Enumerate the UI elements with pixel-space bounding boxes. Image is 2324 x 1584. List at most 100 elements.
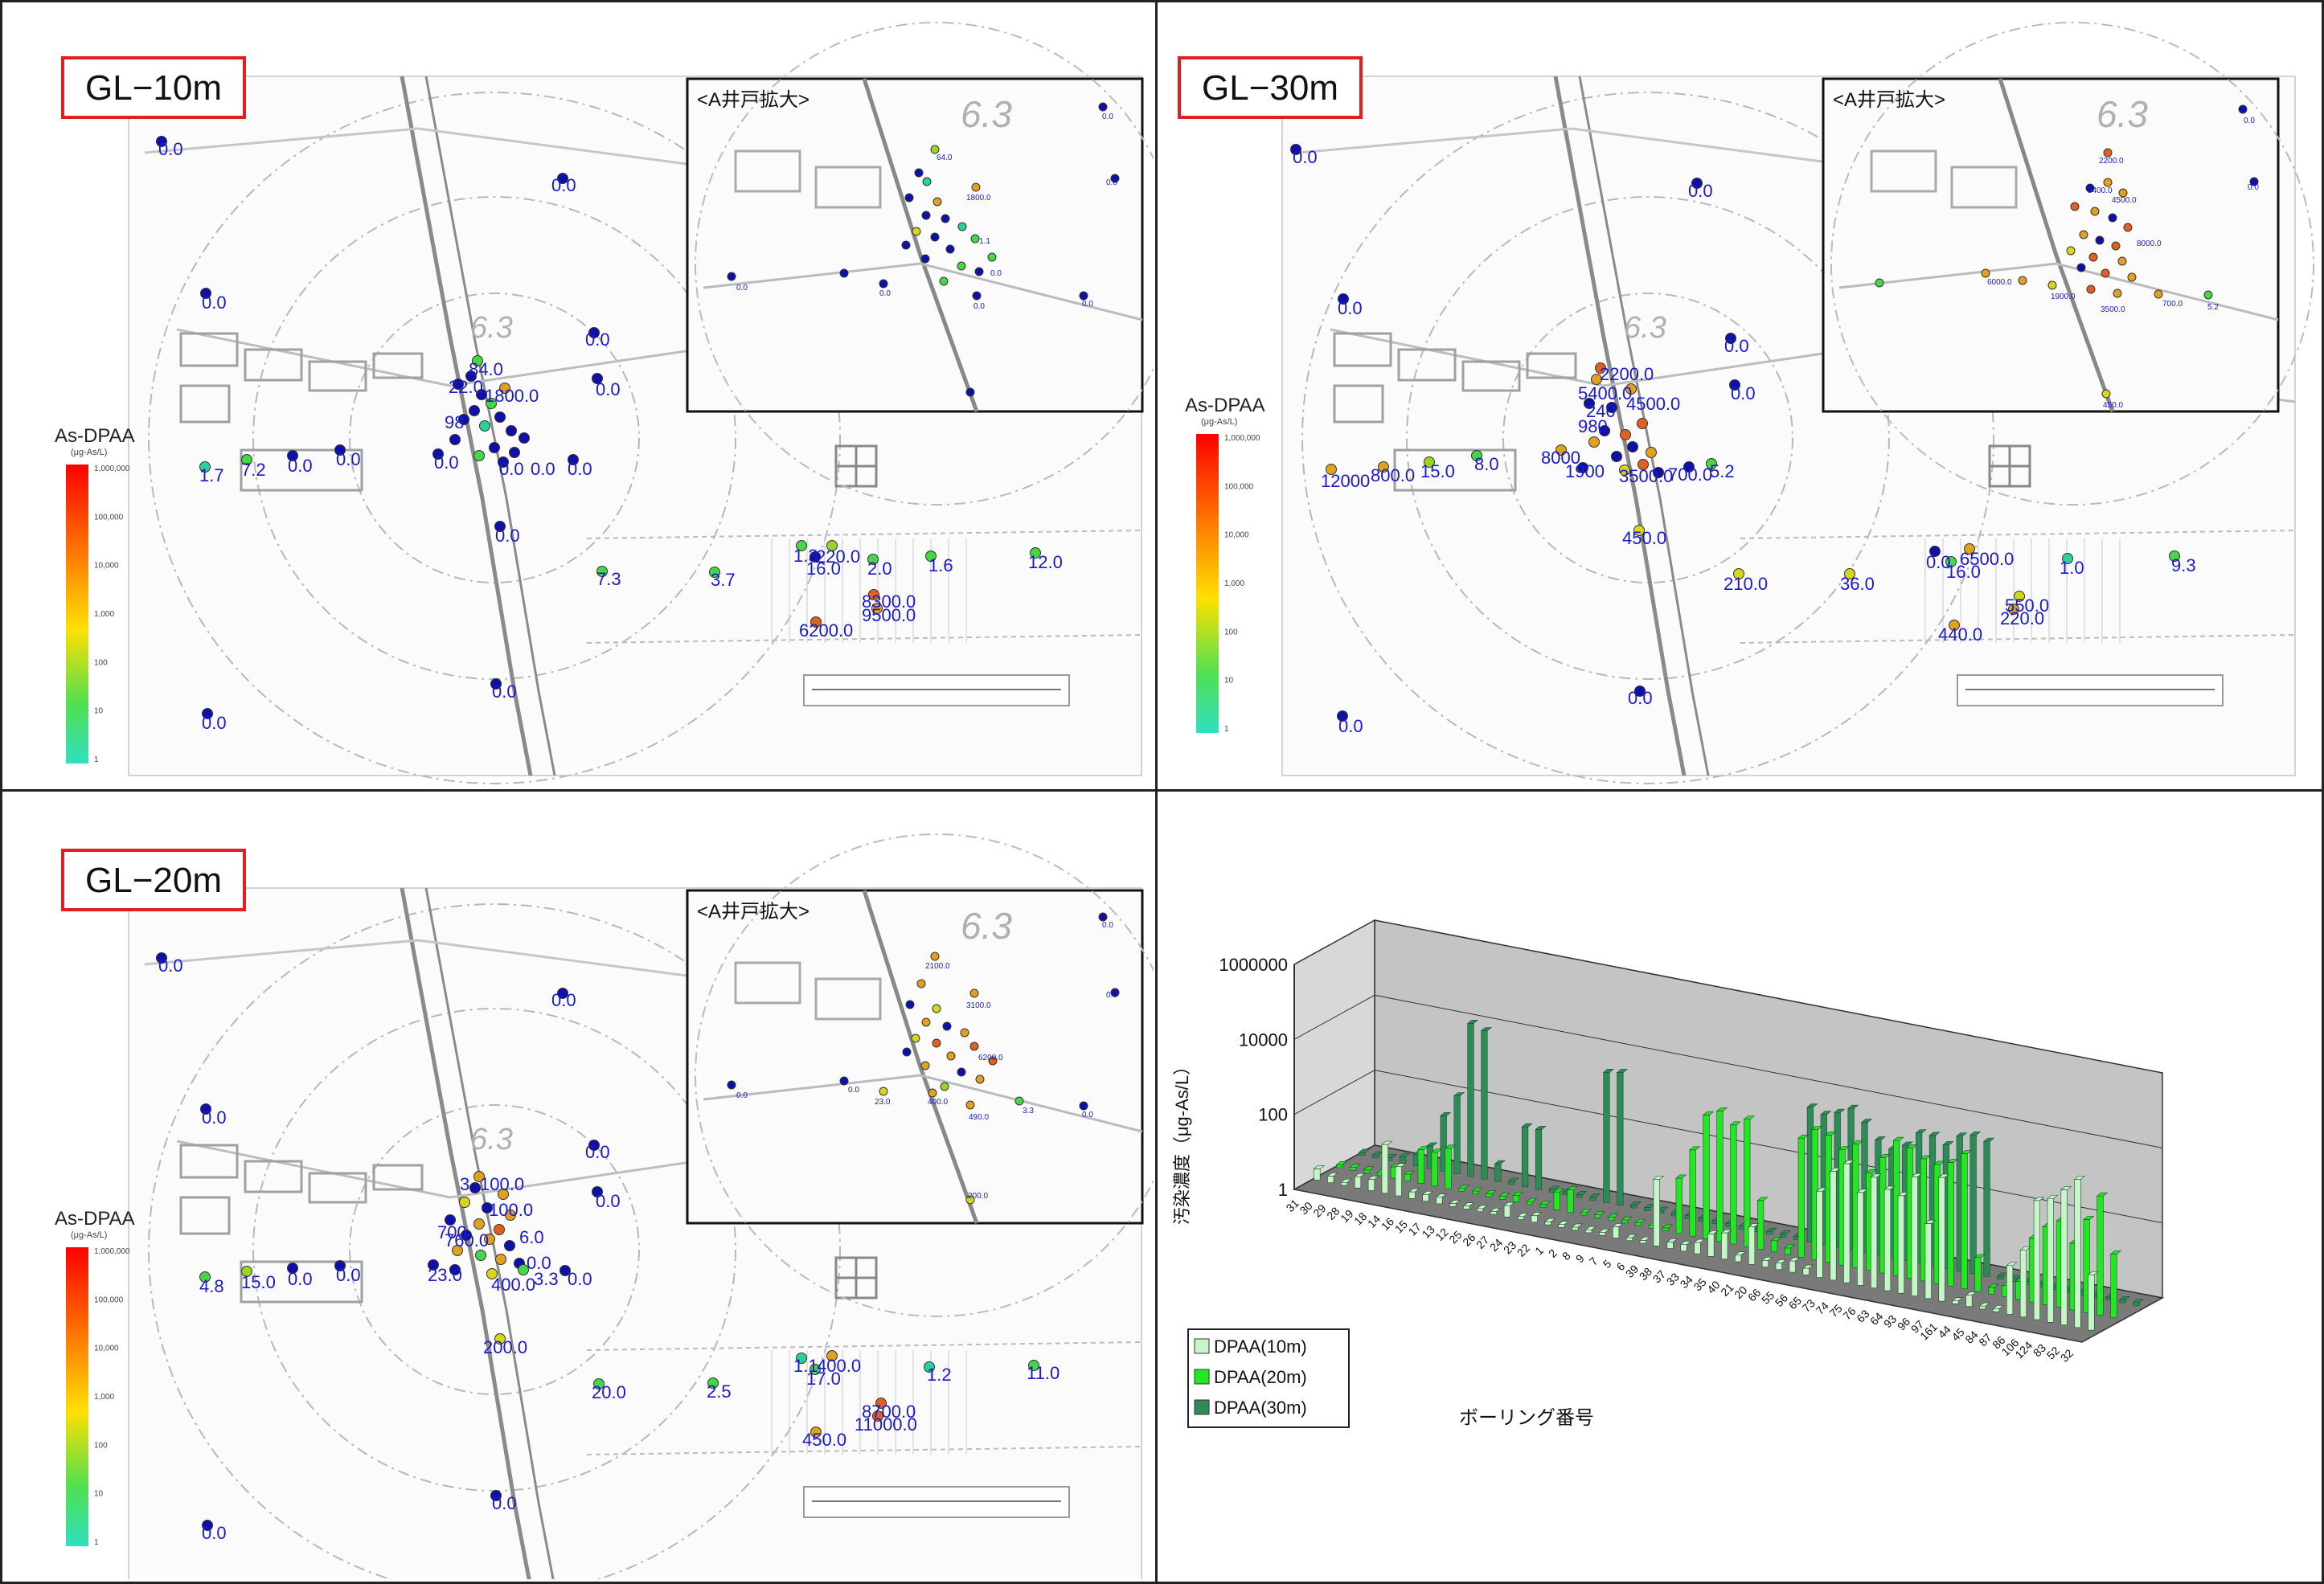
well-point — [1577, 462, 1588, 473]
chart-bar — [1666, 1242, 1674, 1249]
inset-value-label: 0.0 — [2244, 117, 2255, 125]
chart-bar — [1585, 1229, 1592, 1234]
chart-bar — [1983, 1140, 1990, 1277]
chart-bar — [2088, 1274, 2095, 1331]
value-label: 0.0 — [499, 459, 524, 479]
value-label: 210.0 — [1724, 574, 1768, 594]
chart-bar-top — [1566, 1186, 1579, 1190]
chart-bar — [1761, 1259, 1769, 1267]
inset-value-label: 0.0 — [2248, 183, 2259, 192]
chart-bar-top — [1715, 1107, 1728, 1111]
inset-well-point — [946, 1051, 956, 1061]
chart-legend-label: DPAA(10m) — [1214, 1336, 1307, 1357]
value-label: 0.0 — [1293, 147, 1318, 167]
legend-tick: 10,000 — [94, 1345, 119, 1353]
inset-value-label: 0.0 — [973, 302, 985, 311]
inset-value-label: 450.0 — [2103, 401, 2123, 410]
chart-bar-top — [2118, 1296, 2131, 1300]
chart-bar — [1961, 1153, 1968, 1289]
inset-value-label: 4500.0 — [2112, 196, 2137, 205]
chart-bar — [1399, 1156, 1407, 1164]
chart-bar-top — [1521, 1123, 1533, 1128]
value-label: 15.0 — [241, 1272, 276, 1292]
well-point — [509, 447, 520, 458]
chart-bar — [2006, 1265, 2014, 1315]
chart-bar-top — [1593, 1211, 1606, 1215]
chart-bar-top — [1526, 1197, 1538, 1202]
value-label: 36.0 — [1840, 574, 1875, 594]
chart-bar-top — [1476, 1205, 1488, 1209]
value-label: 0.0 — [1724, 336, 1749, 356]
inset-value-label: 490.0 — [969, 1113, 989, 1122]
well-points — [156, 952, 1039, 1531]
inset-value-label: 0.0 — [736, 1091, 748, 1100]
chart-gridline — [1293, 994, 2163, 1148]
value-label: 0.0 — [158, 956, 183, 976]
well-point — [482, 1202, 493, 1214]
chart-bar — [1521, 1126, 1529, 1188]
chart-bar-top — [1820, 1111, 1832, 1115]
inset-well-point — [2086, 284, 2096, 294]
chart-x-tick: 7 — [1587, 1255, 1601, 1268]
inset-side-road — [703, 262, 1143, 321]
inset-value-label: 64.0 — [937, 153, 953, 162]
chart-bar-top — [1870, 1173, 1882, 1178]
well-point — [287, 450, 298, 461]
legend-colorbar — [1196, 434, 1219, 733]
chart-legend-swatch — [1194, 1399, 1210, 1415]
chart-bar-top — [1982, 1137, 1995, 1142]
chart-bar-top — [1974, 1254, 1986, 1259]
value-label: 0.0 — [1926, 552, 1951, 572]
chart-bar-top — [1879, 1154, 1891, 1158]
inset-well-point — [1079, 291, 1088, 301]
inset-well-point — [2113, 289, 2122, 298]
range-circle — [1301, 92, 1994, 784]
inset-value-label: 3100.0 — [966, 1001, 991, 1010]
value-label: 0.0 — [495, 526, 520, 546]
well-point — [596, 566, 608, 577]
value-label: 0.0 — [527, 1253, 551, 1273]
chart-bar — [1417, 1149, 1424, 1184]
chart-bar-top — [1440, 1112, 1452, 1116]
well-point — [826, 1350, 838, 1361]
inset-well-point — [971, 182, 981, 192]
chart-bar — [1816, 1190, 1823, 1278]
value-label: 0.0 — [1688, 181, 1713, 201]
chart-bar-top — [1797, 1134, 1810, 1139]
well-point — [925, 551, 937, 562]
chart-bar — [1721, 1232, 1728, 1259]
inset-well-point — [2123, 223, 2133, 232]
chart-bar-top — [1449, 1200, 1461, 1204]
value-label: 4500.0 — [1626, 394, 1680, 414]
inset-well-point — [965, 387, 975, 397]
chart-side-wall — [1293, 919, 1375, 1191]
chart-bar-top — [1354, 1173, 1366, 1177]
chart-bar-top — [1358, 1148, 1370, 1153]
chart-x-tick: 22 — [1514, 1241, 1532, 1259]
chart-bar-top — [1588, 1193, 1601, 1197]
inset-well-point — [942, 1021, 952, 1031]
well-point — [1595, 362, 1606, 374]
chart-bar — [1703, 1115, 1710, 1239]
legend-unit: (μg-As/L) — [1201, 417, 1237, 427]
inset-side-road — [1838, 262, 2279, 321]
value-label: 0.0 — [585, 1142, 610, 1162]
well-point — [1326, 464, 1337, 475]
well-point — [1949, 620, 1960, 631]
chart-bar — [1367, 1179, 1375, 1191]
chart-bar — [1748, 1226, 1756, 1265]
chart-bar-top — [1779, 1230, 1791, 1234]
chart-y-tick: 1000000 — [1219, 955, 1288, 975]
chart-bar — [1979, 1305, 1986, 1310]
inset-well-point — [928, 1088, 937, 1098]
value-label: 0.0 — [568, 1269, 592, 1289]
chart-bar — [1608, 1217, 1615, 1221]
inset-well-point — [932, 1038, 941, 1048]
chart-bar-top — [1928, 1132, 1941, 1136]
well-point — [469, 405, 480, 416]
building-outline — [308, 360, 367, 392]
chart-bar — [1449, 1203, 1457, 1207]
well-point — [202, 1520, 213, 1531]
well-point — [241, 454, 252, 465]
